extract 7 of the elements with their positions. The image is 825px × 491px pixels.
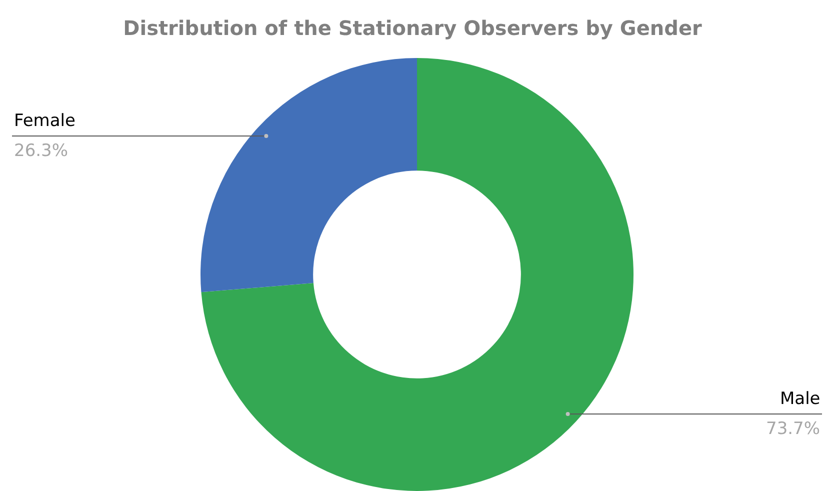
donut-slice: [201, 58, 634, 491]
slice-label: Female: [14, 111, 76, 131]
donut-slice: [200, 58, 417, 292]
slice-label: Male: [780, 389, 820, 409]
chart-title: Distribution of the Stationary Observers by Gender: [123, 16, 702, 40]
data-label: 26.3%: [14, 141, 68, 161]
data-label: 73.7%: [766, 419, 820, 439]
